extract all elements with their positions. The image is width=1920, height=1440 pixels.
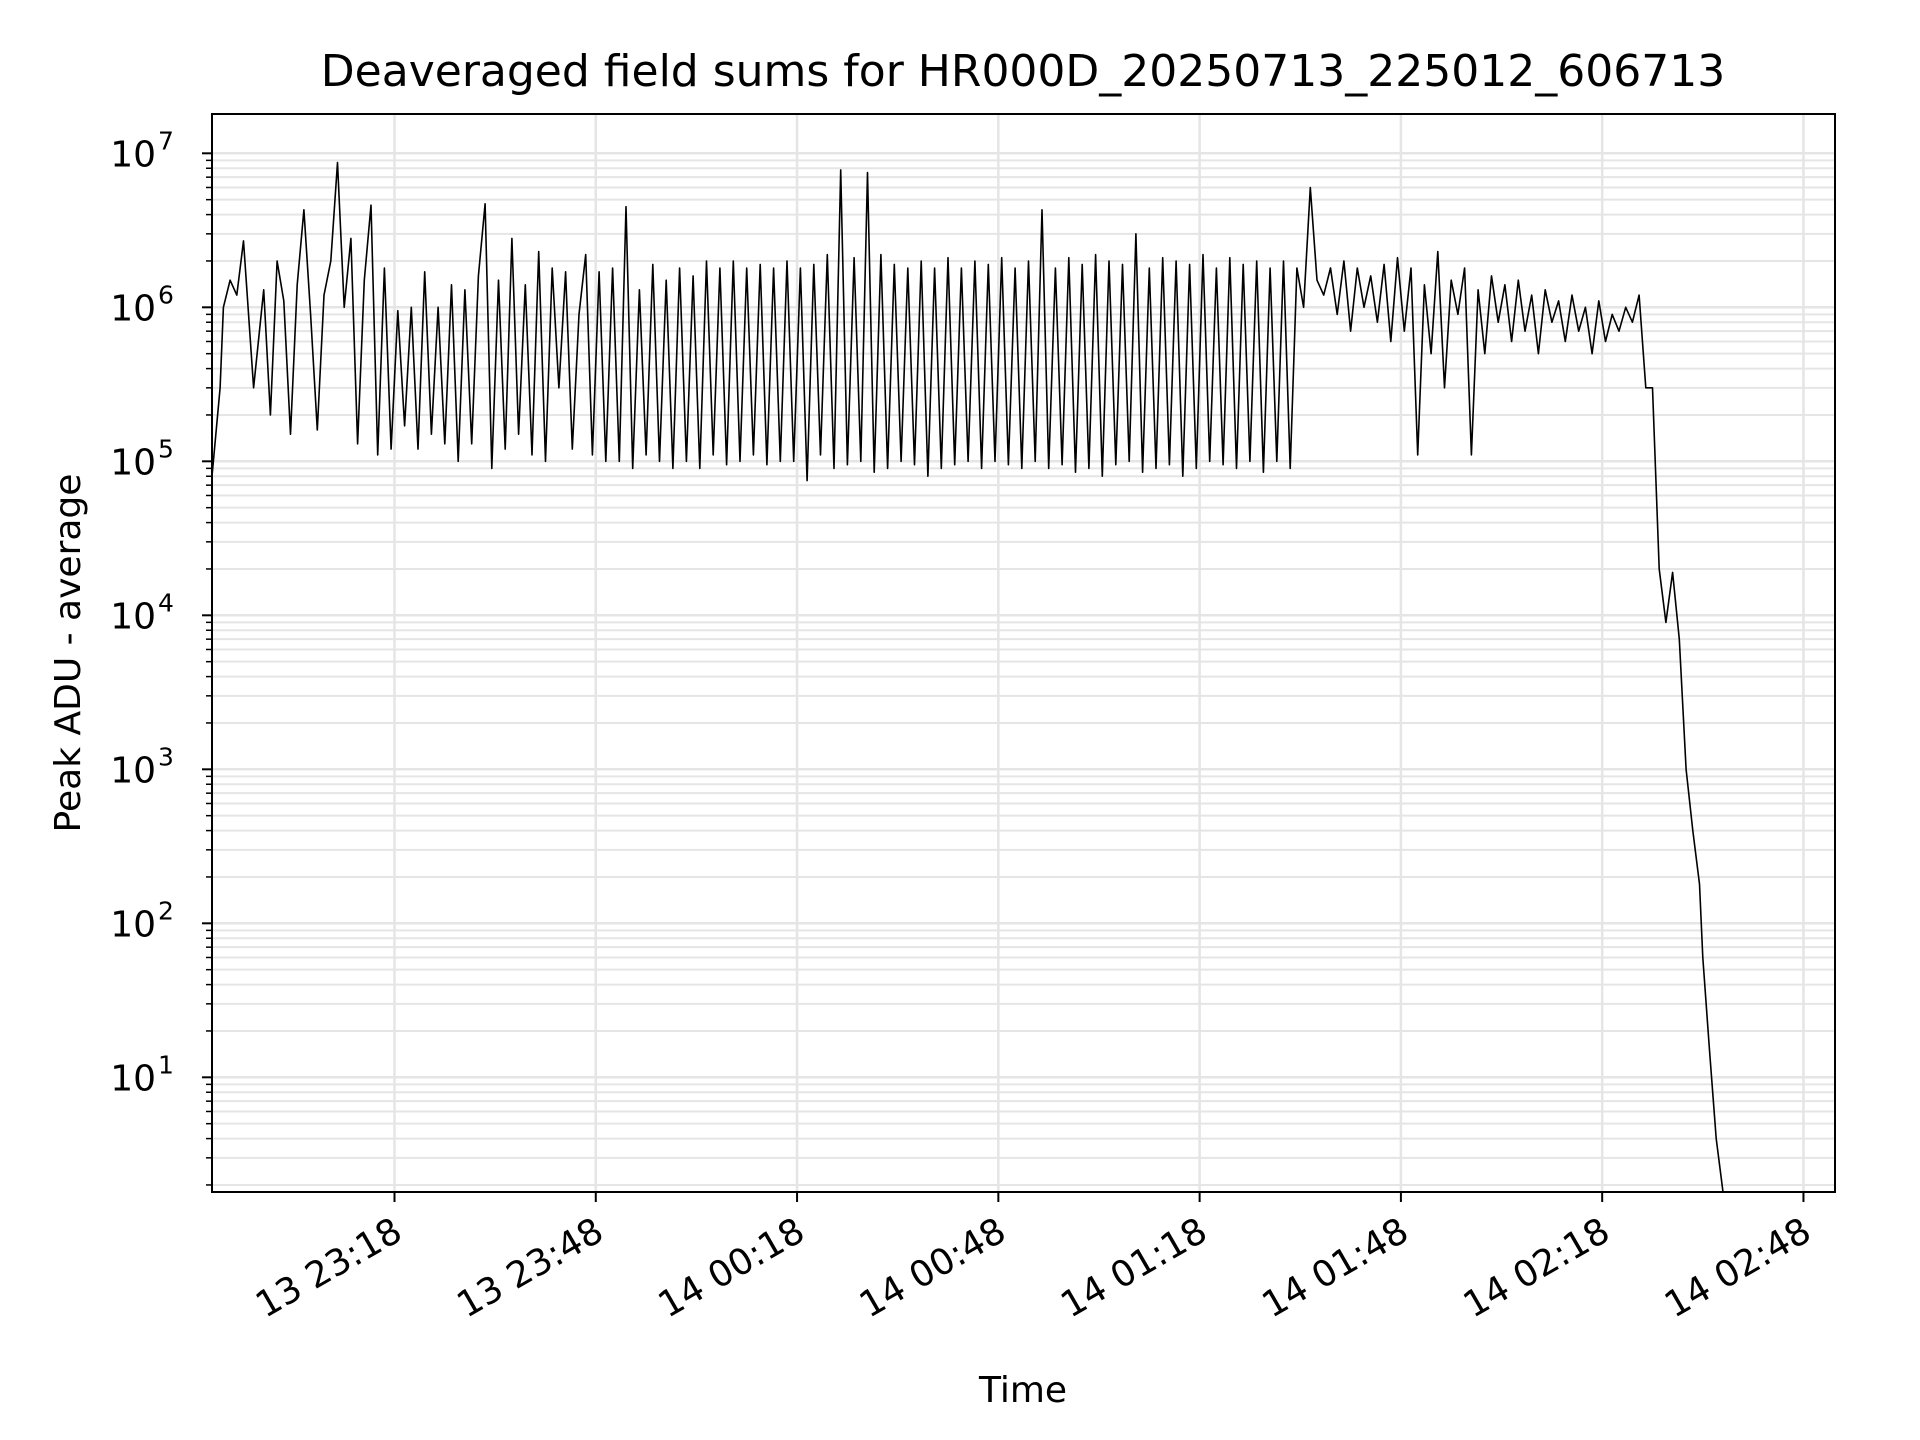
- plot-area-frame: [211, 113, 1836, 1193]
- y-tick-exponent: 7: [158, 126, 174, 155]
- y-tick-label: 10: [110, 596, 156, 637]
- y-tick-exponent: 3: [158, 742, 174, 771]
- chart-title: Deaveraged field sums for HR000D_2025071…: [321, 46, 1725, 97]
- y-tick-exponent: 5: [158, 434, 174, 463]
- gridlines: [212, 114, 1835, 1192]
- y-axis-label: Peak ADU - average: [48, 474, 89, 833]
- y-tick-label: 10: [110, 134, 156, 175]
- y-tick-exponent: 4: [158, 588, 174, 617]
- y-tick-exponent: 6: [158, 280, 174, 309]
- y-tick-label: 10: [110, 750, 156, 791]
- plot-area-background: [212, 114, 1835, 1192]
- y-tick-exponent: 2: [158, 896, 174, 925]
- series-line: [211, 161, 1724, 1193]
- y-tick-exponent: 1: [158, 1050, 174, 1079]
- y-tick-label: 10: [110, 904, 156, 945]
- y-tick-label: 10: [110, 442, 156, 483]
- y-tick-label: 10: [110, 1058, 156, 1099]
- x-axis-label: Time: [978, 1370, 1067, 1411]
- series-layer: [211, 161, 1724, 1193]
- y-tick-label: 10: [110, 288, 156, 329]
